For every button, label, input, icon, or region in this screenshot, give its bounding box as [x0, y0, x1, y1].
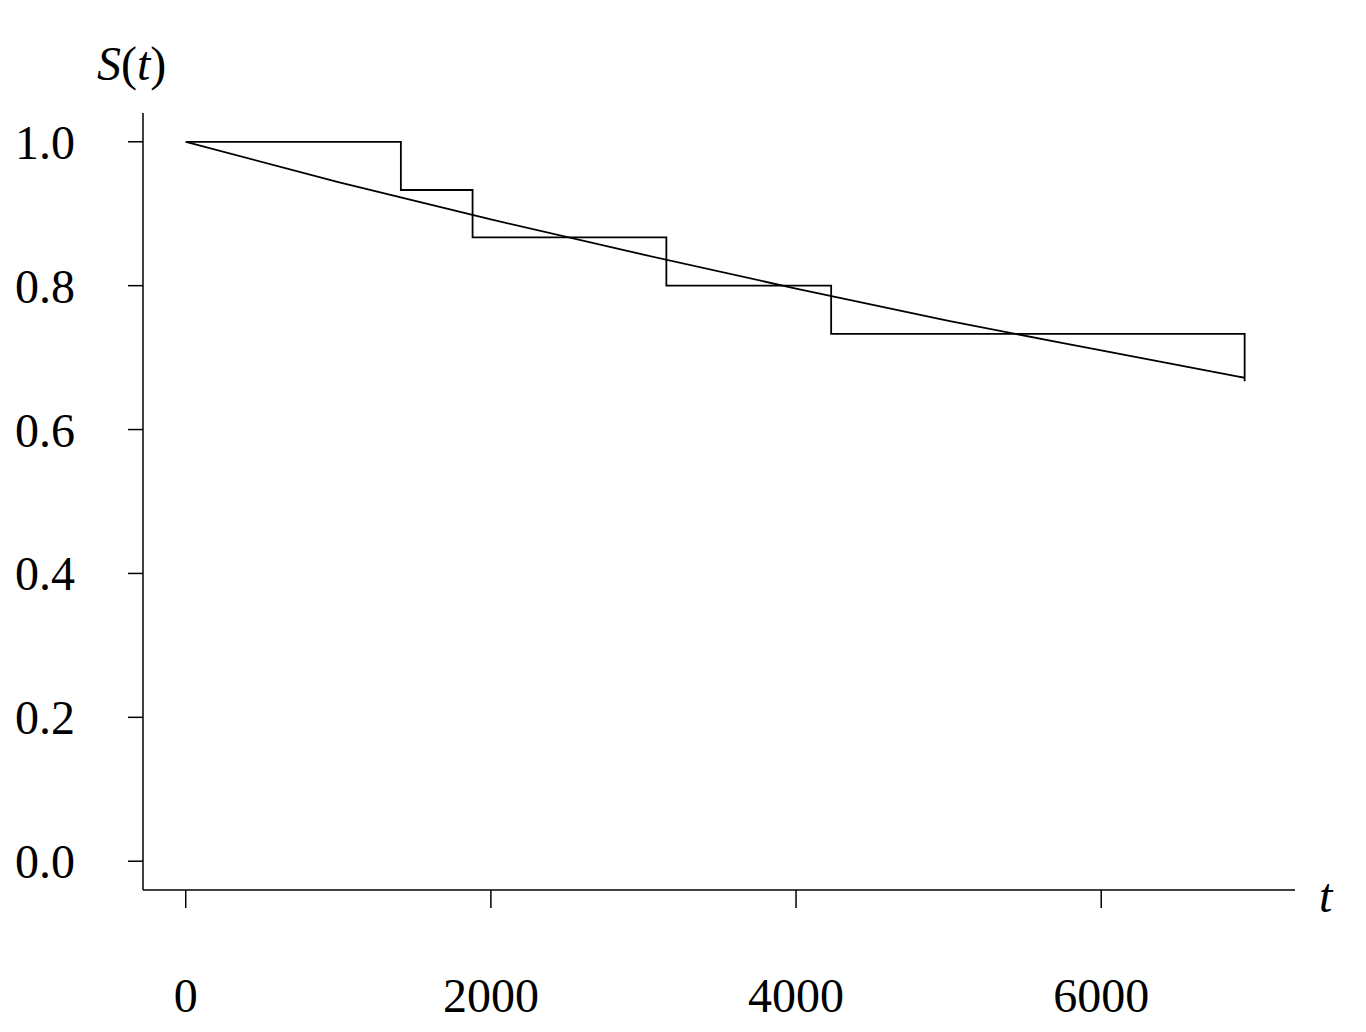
svg-text:0.8: 0.8	[15, 260, 75, 313]
svg-text:4000: 4000	[748, 969, 844, 1022]
svg-text:S(t): S(t)	[97, 37, 166, 91]
svg-text:0.0: 0.0	[15, 835, 75, 888]
svg-text:0.2: 0.2	[15, 691, 75, 744]
svg-text:t: t	[1319, 869, 1334, 922]
svg-text:6000: 6000	[1053, 969, 1149, 1022]
svg-text:0: 0	[174, 969, 198, 1022]
svg-text:0.4: 0.4	[15, 547, 75, 600]
svg-text:0.6: 0.6	[15, 404, 75, 457]
svg-text:2000: 2000	[443, 969, 539, 1022]
svg-text:1.0: 1.0	[15, 116, 75, 169]
